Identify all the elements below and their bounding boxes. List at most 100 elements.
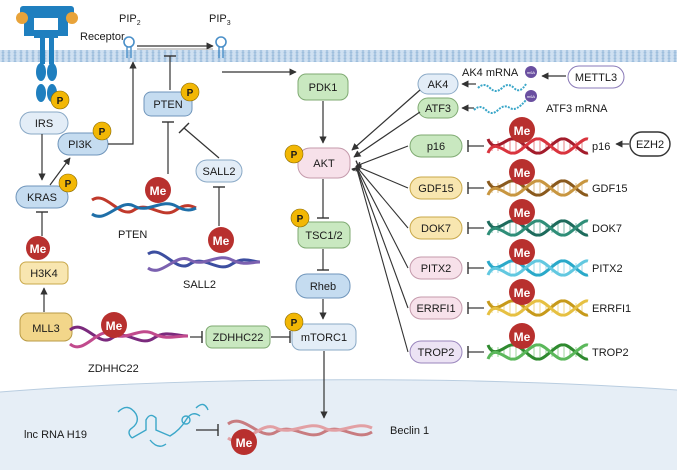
svg-text:Me: Me <box>514 206 531 220</box>
gene-node-trop2 <box>409 340 463 364</box>
pi3k-to-pip2-arrow <box>108 61 137 145</box>
gene-label-pitx2: PITX2 <box>592 263 623 275</box>
h3k4-node <box>19 261 69 285</box>
svg-text:MLL3: MLL3 <box>32 323 60 335</box>
atf3-mrna-label: ATF3 mRNA <box>546 103 608 115</box>
rheb-node <box>295 273 351 299</box>
lnc-rna-label: lnc RNA H19 <box>24 429 87 441</box>
pip2-icon <box>123 36 135 58</box>
svg-text:P: P <box>187 88 194 99</box>
gene-node-label: GDF15 <box>418 183 453 195</box>
svg-text:ZDHHC22: ZDHHC22 <box>213 332 264 344</box>
atf3-mrna-strand <box>473 99 527 114</box>
zdhhc22-node <box>205 325 271 349</box>
gene-dna-dok7 <box>486 219 589 237</box>
cell-membrane <box>0 50 677 62</box>
gene-node-label: PITX2 <box>421 263 452 275</box>
svg-text:Me: Me <box>150 184 167 198</box>
sall2-inhibit-pten <box>183 127 220 159</box>
gene-dna-p16 <box>486 137 589 155</box>
gene-dna-errfi1 <box>486 299 589 317</box>
pdk1-node <box>297 73 349 101</box>
svg-text:Me: Me <box>213 234 230 248</box>
gene-label-errfi1: ERRFI1 <box>592 303 631 315</box>
methyl-ball <box>509 199 535 225</box>
gene-label-trop2: TROP2 <box>592 347 629 359</box>
gene-dna-trop2 <box>486 343 589 361</box>
svg-text:ATF3: ATF3 <box>425 103 451 115</box>
svg-text:PDK1: PDK1 <box>309 82 338 94</box>
svg-text:Me: Me <box>514 246 531 260</box>
pip2-label: PIP2 <box>119 13 141 27</box>
svg-text:P: P <box>65 179 72 190</box>
mtorc1-node <box>291 323 357 351</box>
zdhhc22-gene-label: ZDHHC22 <box>88 363 139 375</box>
sall2-dna <box>147 250 261 272</box>
methyl-ball <box>509 279 535 305</box>
gene-node-gdf15 <box>409 176 463 200</box>
svg-text:IRS: IRS <box>35 118 53 130</box>
akt-node <box>297 147 351 179</box>
methyl-ball <box>509 323 535 349</box>
svg-text:PI3K: PI3K <box>68 139 93 151</box>
svg-text:SALL2: SALL2 <box>202 166 235 178</box>
ak4-mrna-label: AK4 mRNA <box>462 67 519 79</box>
beclin-label: Beclin 1 <box>390 425 429 437</box>
gene-node-label: TROP2 <box>418 347 455 359</box>
ak4-node <box>417 73 459 95</box>
gene-node-pitx2 <box>409 256 463 280</box>
svg-text:KRAS: KRAS <box>27 192 57 204</box>
gene-inhibit-akt <box>355 165 409 353</box>
kras-node <box>15 185 69 209</box>
gene-rows: p16 Me p16 GDF15 Me GDF15 DOK7 Me DOK7 PITX2 Me PIT… <box>351 117 631 364</box>
svg-text:Me: Me <box>514 124 531 138</box>
pip3-icon <box>215 36 227 58</box>
svg-text:TSC1/2: TSC1/2 <box>305 230 342 242</box>
kras-to-pi3k-arrow <box>49 157 71 186</box>
svg-text:mTORC1: mTORC1 <box>301 332 347 344</box>
svg-text:Me: Me <box>30 242 47 256</box>
svg-text:AK4: AK4 <box>428 79 449 91</box>
methyl-ball <box>509 117 535 143</box>
receptor-label: Receptor <box>80 31 125 43</box>
gene-node-errfi1 <box>409 296 463 320</box>
pten-dna <box>91 196 197 218</box>
nucleus <box>0 379 677 470</box>
pten-gene-label: PTEN <box>118 229 147 241</box>
svg-text:m6A: m6A <box>527 70 536 75</box>
gene-dna-gdf15 <box>486 179 589 197</box>
gene-label-gdf15: GDF15 <box>592 183 627 195</box>
ezh2-node <box>629 131 671 157</box>
lnc-rna-structure-icon <box>117 403 209 447</box>
svg-text:P: P <box>291 318 298 329</box>
gene-inhibit-akt <box>355 165 409 189</box>
tsc-node <box>297 221 351 249</box>
atf3-node <box>417 97 459 119</box>
svg-text:Me: Me <box>514 286 531 300</box>
svg-text:P: P <box>57 96 64 107</box>
sall2-node <box>195 159 243 183</box>
ak4-mrna-strand <box>477 83 527 92</box>
gene-label-dok7: DOK7 <box>592 223 622 235</box>
svg-text:m6A: m6A <box>527 94 536 99</box>
svg-text:Me: Me <box>514 166 531 180</box>
sall2-gene-label: SALL2 <box>183 279 216 291</box>
zdhhc22-dna <box>69 325 189 349</box>
gene-inhibit-akt <box>355 165 409 229</box>
gene-node-dok7 <box>409 216 463 240</box>
receptor-icon <box>16 6 78 102</box>
svg-text:PTEN: PTEN <box>153 99 182 111</box>
gene-inhibit-akt <box>355 165 409 269</box>
gene-node-p16 <box>409 134 463 158</box>
mettl3-node <box>567 65 625 89</box>
atf3-to-akt-arrow <box>353 111 421 158</box>
svg-text:Me: Me <box>236 436 253 450</box>
ak4-to-akt-arrow <box>351 89 421 151</box>
svg-text:P: P <box>99 127 106 138</box>
gene-dna-pitx2 <box>486 259 589 277</box>
svg-text:H3K4: H3K4 <box>30 268 58 280</box>
gene-node-label: p16 <box>427 141 445 153</box>
gene-label-p16: p16 <box>592 141 610 153</box>
gene-inhibit-akt <box>355 165 409 309</box>
svg-text:P: P <box>291 150 298 161</box>
